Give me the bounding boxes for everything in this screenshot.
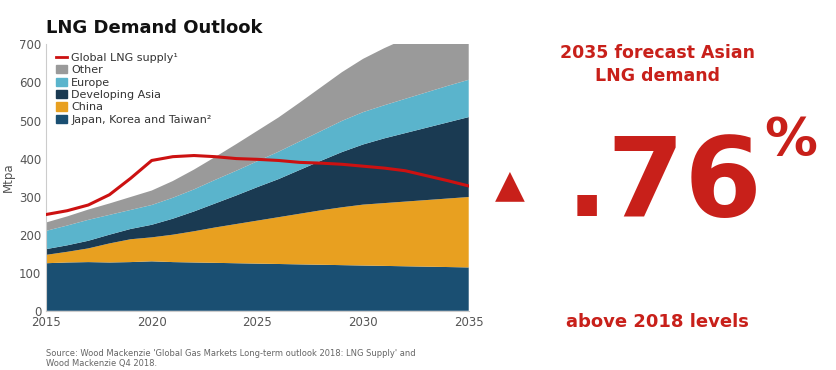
Legend: Global LNG supply¹, Other, Europe, Developing Asia, China, Japan, Korea and Taiw: Global LNG supply¹, Other, Europe, Devel… <box>56 53 212 125</box>
Text: 2035 forecast Asian
LNG demand: 2035 forecast Asian LNG demand <box>559 44 753 85</box>
Text: %: % <box>763 115 816 166</box>
Text: above 2018 levels: above 2018 levels <box>565 313 747 331</box>
Y-axis label: Mtpa: Mtpa <box>2 163 15 192</box>
Text: ▲: ▲ <box>494 166 523 204</box>
Text: LNG Demand Outlook: LNG Demand Outlook <box>46 19 263 37</box>
Text: .76: .76 <box>565 131 762 239</box>
Text: Source: Wood Mackenzie 'Global Gas Markets Long-term outlook 2018: LNG Supply' a: Source: Wood Mackenzie 'Global Gas Marke… <box>46 349 415 368</box>
